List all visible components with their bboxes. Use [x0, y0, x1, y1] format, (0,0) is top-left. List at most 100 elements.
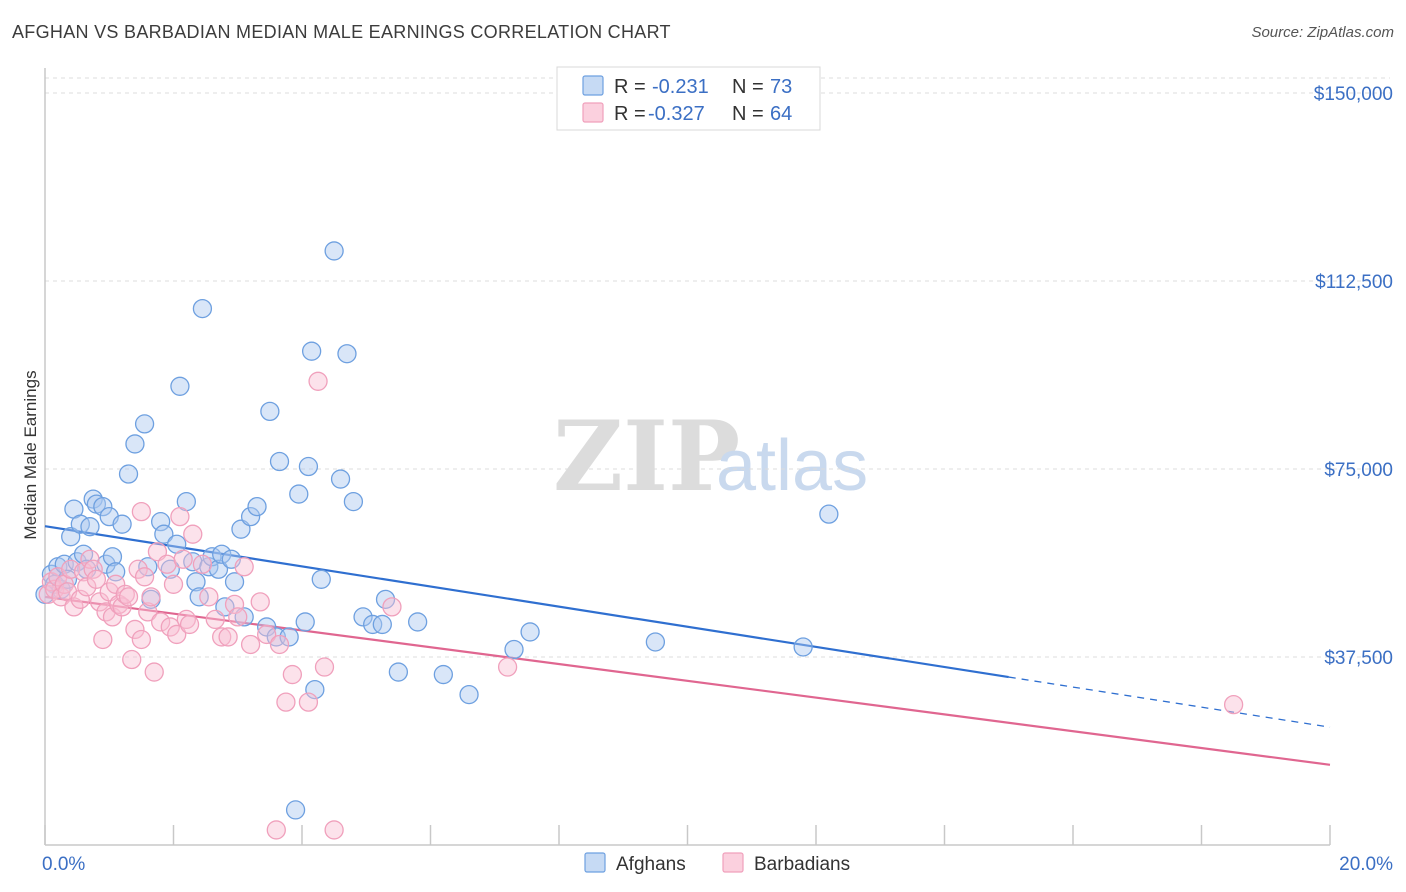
- point-barbadians: [128, 559, 148, 579]
- point-barbadians: [163, 574, 184, 594]
- point-afghans: [260, 401, 280, 422]
- point-barbadians: [115, 584, 135, 604]
- point-barbadians: [228, 607, 248, 627]
- point-barbadians: [183, 524, 203, 544]
- point-barbadians: [102, 607, 123, 627]
- point-barbadians: [269, 634, 290, 655]
- point-barbadians: [138, 602, 158, 622]
- point-barbadians: [144, 662, 164, 682]
- point-afghans: [80, 517, 100, 537]
- point-barbadians: [167, 624, 187, 645]
- point-barbadians: [131, 501, 152, 522]
- x-ticks: 0.0% 20.0%: [42, 854, 1393, 875]
- point-barbadians: [257, 624, 277, 645]
- bottom-legend-swatch-afghans: [584, 852, 606, 873]
- point-afghans: [240, 506, 261, 527]
- point-barbadians: [160, 617, 180, 637]
- bottom-legend: Afghans Barbadians: [584, 852, 850, 875]
- bottom-legend-label-afghans: Afghans: [616, 854, 686, 875]
- point-afghans: [353, 607, 373, 627]
- point-afghans: [289, 484, 309, 504]
- point-afghans: [311, 569, 331, 589]
- point-barbadians: [150, 612, 171, 632]
- point-afghans: [301, 341, 322, 361]
- point-barbadians: [118, 587, 139, 607]
- point-barbadians: [218, 627, 238, 647]
- point-barbadians: [205, 609, 225, 630]
- point-barbadians: [324, 820, 344, 840]
- bottom-legend-swatch-barbadians: [722, 852, 744, 873]
- point-barbadians: [308, 371, 328, 391]
- y-tick-label: $37,500: [1324, 648, 1393, 669]
- bottom-legend-label-barbadians: Barbadians: [754, 854, 850, 875]
- watermark-atlas: atlas: [716, 426, 868, 506]
- point-barbadians: [170, 506, 190, 527]
- point-afghans: [375, 589, 396, 610]
- point-afghans: [504, 639, 524, 660]
- point-barbadians: [224, 594, 245, 615]
- point-afghans: [93, 496, 113, 517]
- point-afghans: [224, 572, 245, 592]
- trendline-barbadians: [44, 595, 1331, 766]
- y-ticks: $37,500 $75,000 $112,500 $150,000: [1314, 84, 1393, 669]
- point-afghans: [343, 491, 364, 512]
- point-barbadians: [51, 587, 71, 607]
- point-afghans: [257, 617, 277, 637]
- point-barbadians: [1223, 694, 1244, 715]
- point-barbadians: [298, 692, 319, 712]
- y-tick-label: $75,000: [1324, 460, 1393, 481]
- trendline-afghans: [44, 525, 1009, 679]
- point-afghans: [324, 241, 344, 261]
- trendline-extension-afghans: [1008, 676, 1331, 728]
- legend-r-value-afghans: -0.231: [652, 76, 709, 98]
- point-afghans: [269, 451, 290, 472]
- legend-n-value-barbadians: 64: [770, 103, 792, 125]
- point-afghans: [186, 572, 206, 592]
- point-barbadians: [122, 649, 142, 670]
- point-afghans: [170, 376, 190, 396]
- legend-r-value-barbadians: -0.327: [648, 103, 705, 125]
- y-tick-label: $112,500: [1315, 272, 1393, 293]
- point-barbadians: [106, 574, 126, 594]
- point-barbadians: [173, 549, 193, 569]
- point-afghans: [407, 612, 428, 632]
- point-barbadians: [125, 619, 145, 640]
- point-barbadians: [314, 657, 335, 677]
- y-axis-label: Median Male Earnings: [21, 370, 40, 539]
- point-afghans: [134, 414, 155, 434]
- point-afghans: [212, 544, 232, 564]
- chart-source: Source: ZipAtlas.com: [1251, 24, 1394, 41]
- point-afghans: [298, 456, 319, 477]
- legend-n-label-barbadians: N =: [732, 103, 764, 125]
- point-barbadians: [70, 589, 90, 610]
- legend-r-label-barbadians: R =: [614, 103, 646, 125]
- point-afghans: [279, 627, 299, 647]
- point-afghans: [125, 434, 145, 454]
- point-barbadians: [109, 594, 129, 615]
- point-barbadians: [86, 569, 107, 589]
- point-afghans: [285, 800, 306, 820]
- legend-n-label-afghans: N =: [732, 76, 764, 98]
- point-barbadians: [250, 592, 270, 612]
- point-barbadians: [89, 592, 110, 612]
- point-barbadians: [192, 554, 213, 574]
- point-afghans: [337, 344, 357, 364]
- y-tick-label: $150,000: [1314, 84, 1393, 105]
- point-afghans: [459, 684, 479, 705]
- point-barbadians: [234, 557, 254, 577]
- point-afghans: [645, 632, 666, 652]
- legend-r-label-afghans: R =: [614, 76, 646, 98]
- point-barbadians: [112, 597, 132, 617]
- point-barbadians: [157, 554, 177, 574]
- points: [35, 241, 1244, 840]
- point-barbadians: [64, 597, 84, 617]
- point-afghans: [112, 514, 132, 534]
- point-afghans: [295, 612, 315, 632]
- x-tick-label-min: 0.0%: [42, 854, 85, 875]
- point-barbadians: [77, 577, 97, 597]
- axes: [44, 68, 1331, 846]
- point-barbadians: [266, 820, 286, 840]
- point-barbadians: [212, 627, 232, 647]
- point-afghans: [154, 524, 174, 544]
